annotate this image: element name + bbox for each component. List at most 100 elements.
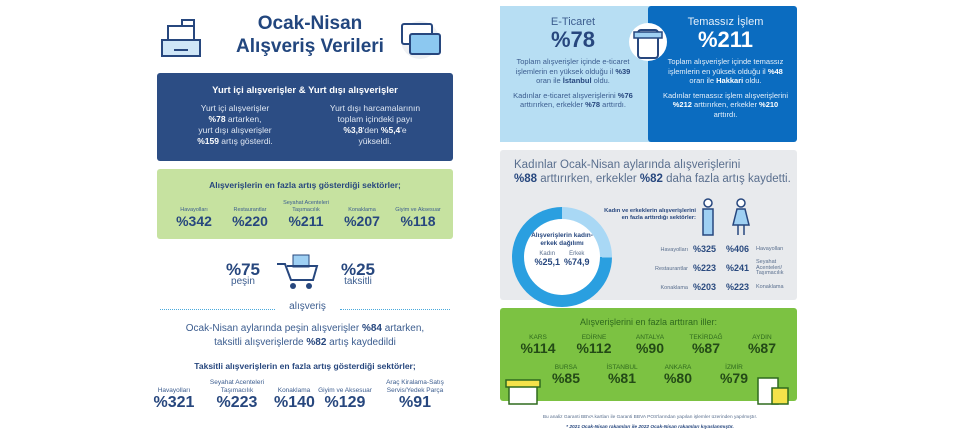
sector-item: Seyahat Acenteleri Taşımacılık %211 (279, 199, 333, 229)
panel-title: E-Ticaret (550, 16, 596, 28)
male-sector-value: %203 (693, 282, 717, 292)
female-value: %25,1 (534, 257, 560, 267)
city-item: KARS %114 (512, 334, 564, 356)
city-item: ANTALYA %90 (624, 334, 676, 356)
installment-sectors-title: Taksitli alışverişlerin en fazla artış g… (194, 361, 416, 371)
sector-item: Giyim ve Aksesuar %118 (391, 199, 445, 230)
panel-title: Temassız İşlem (687, 16, 764, 28)
divider (160, 309, 275, 310)
donut-title: Alışverişlerin kadın-erkek dağılımı (531, 232, 593, 247)
sector-label: Seyahat Acenteleri Taşımacılık (283, 200, 329, 213)
sector-label: Giyim ve Aksesuar (318, 386, 372, 394)
city-item: EDİRNE %112 (568, 334, 620, 356)
city-name: İSTANBUL (606, 364, 638, 371)
female-icon (732, 198, 750, 243)
sector-label: Konaklama (277, 386, 311, 394)
installment-sector-item: Konaklama %140 (274, 378, 315, 412)
divider (340, 309, 450, 310)
cash-stat: %75 peşin (225, 260, 261, 287)
male-sector-value: %223 (693, 263, 717, 273)
male-sector-label: Konaklama (660, 285, 688, 291)
city-name: TEKİRDAĞ (689, 334, 723, 341)
female-label: Kadın (539, 251, 556, 257)
city-name: AYDIN (752, 334, 772, 341)
shopping-caption: alışveriş (289, 301, 326, 312)
store-icon (503, 372, 543, 411)
panel-title: Alışverişlerini en fazla arttıran iller: (579, 317, 718, 327)
gender-headline: Kadınlar Ocak-Nisan aylarında alışverişl… (514, 159, 791, 185)
city-item: İZMİR %79 (708, 364, 760, 386)
sector-label: Giyim ve Aksesuar (395, 206, 441, 213)
city-value: %90 (635, 340, 665, 356)
female-sector-value: %406 (726, 244, 750, 254)
ecommerce-text-2: Kadınlar e-ticaret alışverişlerini %76 a… (513, 90, 633, 110)
female-sector-value: %223 (726, 282, 750, 292)
panel-title: Alışverişlerin en fazla artış gösterdiği… (209, 180, 401, 190)
sector-value: %211 (288, 213, 324, 229)
sector-label: Havayolları (180, 206, 208, 213)
shopping-cart-icon (275, 252, 321, 292)
gender-sector-row: Havayolları %325 %406 Havayolları (630, 243, 795, 257)
female-sector-label: Seyahat Acenteleri/ Taşımacılık (756, 259, 784, 276)
city-name: ANKARA (664, 364, 692, 371)
male-label: Erkek (569, 251, 585, 257)
sector-label: Seyahat Acenteleri Taşımacılık (209, 379, 265, 394)
male-sector-label: Havayolları (660, 247, 688, 253)
installment-sector-item: Giyim ve Aksesuar %129 (316, 378, 374, 412)
contactless-panel: Temassız İşlem %211 Toplam alışverişler … (648, 6, 797, 142)
ecommerce-text-1: Toplam alışverişler içinde e-ticaret işl… (515, 57, 631, 85)
gender-sectors-title: Kadın ve erkeklerin alışverişlerini en f… (604, 208, 696, 221)
city-value: %87 (747, 340, 777, 356)
gender-donut: Alışverişlerin kadın-erkek dağılımı Kadı… (512, 207, 612, 307)
sector-item: Konaklama %207 (335, 199, 389, 230)
city-name: ANTALYA (635, 334, 665, 341)
sector-item: Havayolları %342 (167, 199, 221, 230)
installment-stat: %25 taksitli (340, 260, 376, 287)
contactless-value: %211 (697, 27, 754, 52)
contactless-text-1: Toplam alışverişler içinde temassız işle… (667, 57, 784, 85)
cash-register-icon (160, 18, 202, 58)
female-sector-label: Konaklama (756, 284, 784, 290)
city-value: %79 (719, 370, 749, 386)
payment-text: Ocak-Nisan aylarında peşin alışverişler … (185, 323, 425, 348)
installment-sector-item: Araç Kiralama-Satış Servis/Yedek Parça %9… (376, 378, 454, 412)
city-name: BURSA (554, 364, 578, 371)
cities-panel: Alışverişlerini en fazla arttıran iller:… (500, 308, 797, 401)
sector-value: %342 (176, 213, 212, 229)
gender-sector-row: Konaklama %203 %223 Konaklama (630, 281, 795, 295)
male-icon (700, 198, 716, 243)
city-value: %85 (551, 370, 581, 386)
footer-footnote: * 2021 Ocak-Nisan rakamları ile 2022 Oca… (566, 425, 734, 430)
ecommerce-panel: E-Ticaret %78 Toplam alışverişler içinde… (500, 6, 652, 142)
sector-value: %207 (344, 213, 380, 229)
sector-value: %129 (324, 394, 366, 411)
city-item: BURSA %85 (540, 364, 592, 386)
installment-sector-item: Havayolları %321 (148, 378, 200, 412)
panel-title: Yurt içi alışverişler & Yurt dışı alışve… (212, 85, 398, 96)
city-value: %114 (520, 340, 556, 356)
mobile-store-icon (628, 22, 668, 62)
sector-value: %321 (153, 394, 195, 411)
sector-value: %118 (400, 213, 436, 229)
female-sector-label: Havayolları (756, 246, 784, 252)
installment-sector-item: Seyahat Acenteleri Taşımacılık %223 (202, 378, 272, 412)
city-item: İSTANBUL %81 (596, 364, 648, 386)
sector-value: %220 (232, 213, 268, 229)
city-value: %87 (691, 340, 721, 356)
sector-value: %140 (274, 394, 315, 411)
sector-item: Restaurantlar %220 (223, 199, 277, 230)
gender-sector-row: Restaurantlar %223 %241 Seyahat Acenteleri/… (630, 259, 795, 276)
city-item: TEKİRDAĞ %87 (680, 334, 732, 356)
male-sector-value: %325 (693, 244, 717, 254)
female-sector-value: %241 (726, 263, 750, 273)
city-item: AYDIN %87 (736, 334, 788, 356)
credit-card-icon (398, 18, 444, 60)
foreign-text: Yurt dışı harcamalarının toplam içindeki … (329, 103, 421, 146)
footer-note: Bu analiz Garanti BBVA kartları ile Gara… (542, 415, 758, 420)
city-value: %81 (607, 370, 637, 386)
ecommerce-value: %78 (550, 27, 596, 52)
sector-label: Restaurantlar (233, 206, 267, 213)
page-title: Ocak-Nisan Alışveriş Verileri (236, 13, 384, 57)
contactless-text-2: Kadınlar temassız işlem alışverişlerini … (662, 90, 789, 119)
city-name: KARS (529, 334, 547, 341)
